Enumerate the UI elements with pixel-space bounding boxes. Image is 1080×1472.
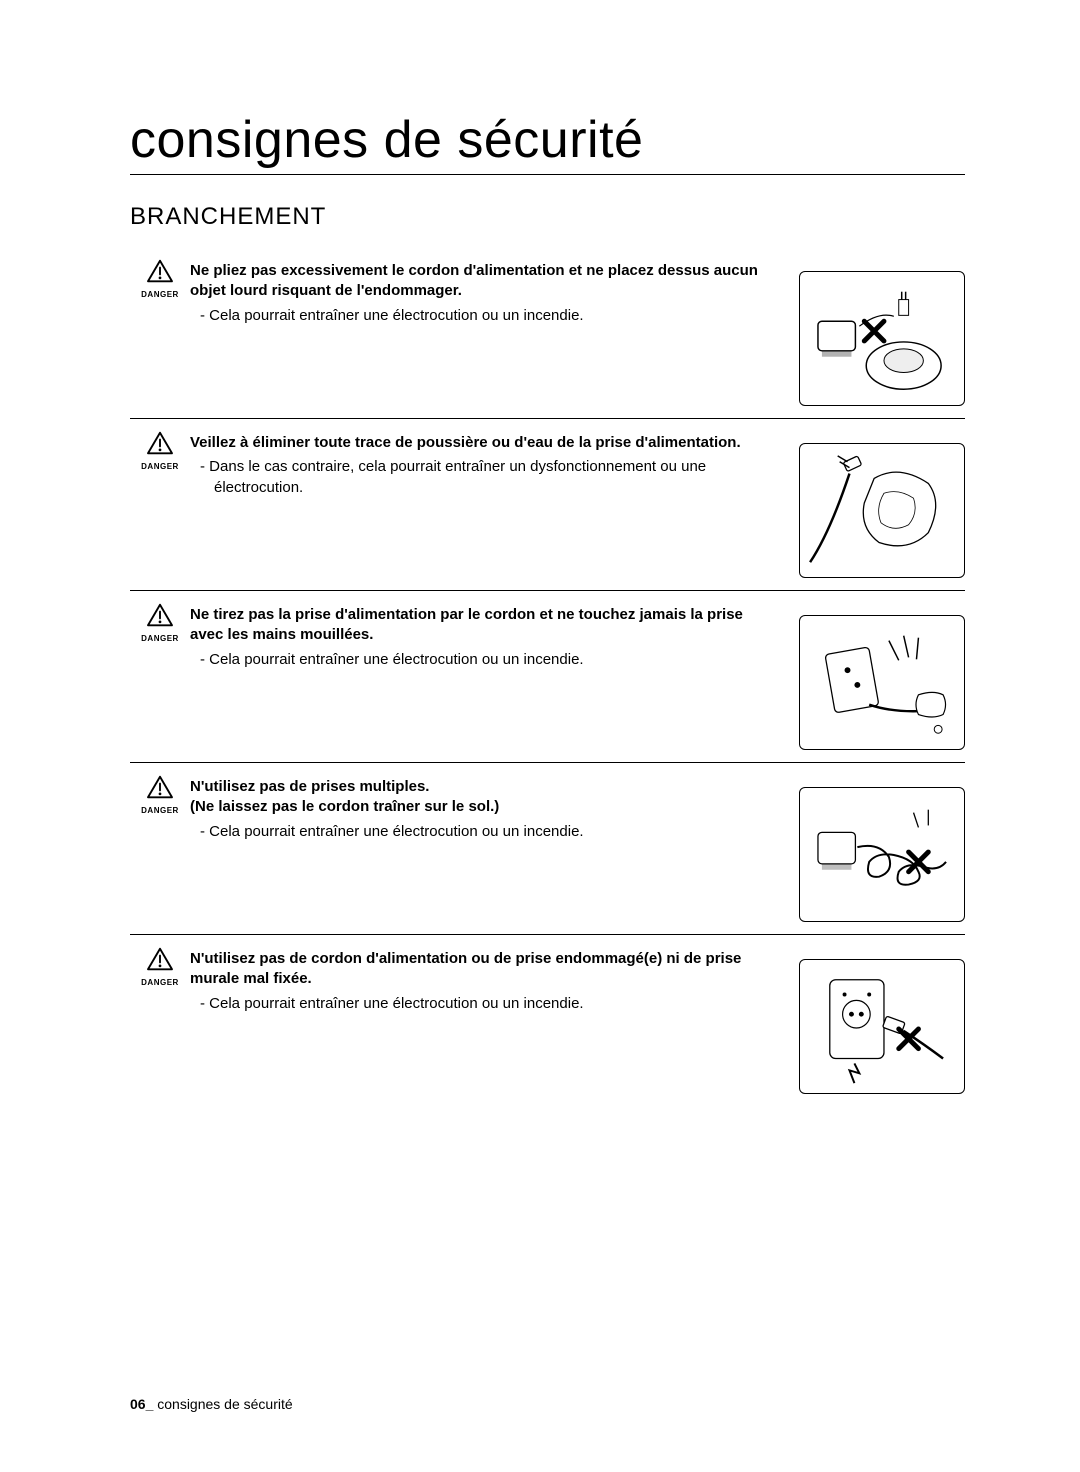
section-heading: BRANCHEMENT [130,203,965,231]
warning-illustration-column [799,259,965,406]
warning-icon-column: DANGER [130,947,190,987]
warning-heading: Veillez à éliminer toute trace de poussi… [190,433,779,453]
warning-heading: Ne pliez pas excessivement le cordon d'a… [190,261,779,302]
warning-icon-label: DANGER [130,978,190,987]
warning-illustration-column [799,603,965,750]
warning-heading-secondary: (Ne laissez pas le cordon traîner sur le… [190,797,779,817]
warning-text-column: N'utilisez pas de cordon d'alimentation … [190,947,799,1014]
warning-triangle-icon [130,259,190,288]
warning-triangle-icon [130,947,190,976]
warning-icon-column: DANGER [130,603,190,643]
warning-triangle-icon [130,775,190,804]
warning-illustration-column [799,431,965,578]
warning-detail: Cela pourrait entraîner une électrocutio… [190,994,779,1014]
warning-icon-label: DANGER [130,634,190,643]
warning-block: DANGERN'utilisez pas de prises multiples… [130,763,965,935]
warning-triangle-icon [130,431,190,460]
warning-text-column: Ne tirez pas la prise d'alimentation par… [190,603,799,670]
warning-illustration-column [799,947,965,1094]
warning-detail: Cela pourrait entraîner une électrocutio… [190,306,779,326]
warning-block: DANGERNe tirez pas la prise d'alimentati… [130,591,965,763]
warning-heading: N'utilisez pas de cordon d'alimentation … [190,949,779,990]
warning-illustration [799,271,965,406]
warning-illustration [799,615,965,750]
warning-illustration [799,787,965,922]
warning-block: DANGERNe pliez pas excessivement le cord… [130,247,965,419]
warning-icon-label: DANGER [130,290,190,299]
footer-page-number: 06_ [130,1396,153,1412]
warning-illustration-column [799,775,965,922]
warning-icon-column: DANGER [130,775,190,815]
warning-detail: Cela pourrait entraîner une électrocutio… [190,822,779,842]
warning-illustration [799,959,965,1094]
warning-icon-label: DANGER [130,462,190,471]
page-title: consignes de sécurité [130,110,965,175]
warnings-list: DANGERNe pliez pas excessivement le cord… [130,247,965,1106]
warning-detail: Cela pourrait entraîner une électrocutio… [190,650,779,670]
warning-text-column: N'utilisez pas de prises multiples.(Ne l… [190,775,799,842]
warning-illustration [799,443,965,578]
warning-icon-label: DANGER [130,806,190,815]
warning-heading: N'utilisez pas de prises multiples. [190,777,779,797]
warning-block: DANGERVeillez à éliminer toute trace de … [130,419,965,591]
page-footer: 06_ consignes de sécurité [130,1396,293,1412]
warning-detail: Dans le cas contraire, cela pourrait ent… [190,457,779,498]
warning-icon-column: DANGER [130,431,190,471]
warning-block: DANGERN'utilisez pas de cordon d'aliment… [130,935,965,1106]
warning-text-column: Ne pliez pas excessivement le cordon d'a… [190,259,799,326]
footer-text: consignes de sécurité [153,1396,292,1412]
warning-heading: Ne tirez pas la prise d'alimentation par… [190,605,779,646]
warning-icon-column: DANGER [130,259,190,299]
warning-text-column: Veillez à éliminer toute trace de poussi… [190,431,799,498]
warning-triangle-icon [130,603,190,632]
